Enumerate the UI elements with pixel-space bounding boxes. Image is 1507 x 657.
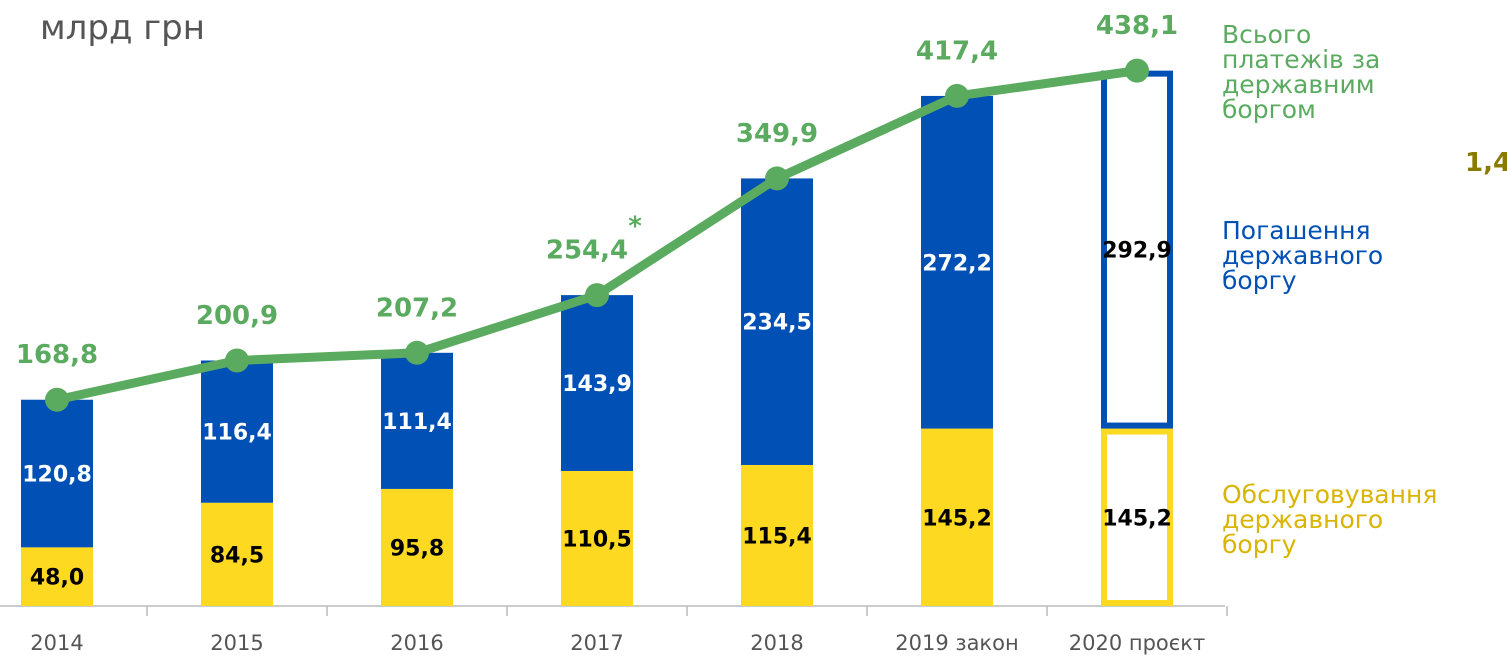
- bar-segment: [21, 399, 93, 548]
- bar-label: 143,9: [562, 372, 632, 397]
- bar-segment: [561, 295, 633, 471]
- bar-segment: [1101, 428, 1173, 607]
- total-label: 207,2: [376, 293, 458, 323]
- bar-segment: [921, 95, 993, 429]
- bar-label: 84,5: [210, 543, 264, 568]
- total-label: 200,9: [196, 301, 278, 331]
- x-tick-label: 2019 закон: [895, 631, 1018, 655]
- bar-segment: [561, 470, 633, 606]
- bar-segment: [21, 547, 93, 606]
- total-label: 349,9: [736, 119, 818, 149]
- bar-segment: [741, 464, 813, 606]
- bar-label: 145,2: [1102, 506, 1172, 531]
- legend-item: Всього платежів за державним боргом: [1222, 20, 1381, 124]
- x-tick-label: 2017: [570, 631, 623, 655]
- bar-segment: [381, 488, 453, 606]
- x-tick-label: 2018: [750, 631, 803, 655]
- bar-segment: [201, 360, 273, 503]
- bar-segment: [201, 502, 273, 606]
- total-marker: [405, 340, 429, 365]
- bar-label: 145,2: [922, 506, 992, 531]
- total-label: 254,4: [546, 236, 628, 266]
- bar-label: 234,5: [742, 311, 812, 336]
- bar-segment: [921, 428, 993, 606]
- annotation: *: [628, 212, 642, 242]
- total-marker: [945, 83, 969, 108]
- x-tick-label: 2015: [210, 631, 263, 655]
- bar-label: 110,5: [562, 527, 632, 552]
- annotation: 1,4: [1465, 148, 1507, 178]
- bar-label: 115,4: [742, 524, 812, 549]
- bar-label: 116,4: [202, 421, 272, 446]
- bar-segment: [741, 178, 813, 465]
- unit-label: млрд грн: [40, 8, 205, 48]
- legend-item: Погашення державного боргу: [1222, 216, 1384, 295]
- bar-label: 48,0: [30, 566, 84, 591]
- total-marker: [225, 348, 249, 373]
- total-marker: [585, 283, 609, 308]
- bar-label: 95,8: [390, 536, 444, 561]
- total-marker: [45, 387, 69, 412]
- bar-label: 120,8: [22, 463, 92, 488]
- total-label: 168,8: [16, 340, 98, 370]
- x-tick-label: 2020 проєкт: [1069, 631, 1205, 655]
- bar-segment: [381, 352, 453, 489]
- bar-label: 272,2: [922, 251, 992, 276]
- x-tick-label: 2014: [30, 631, 83, 655]
- bar-label: 292,9: [1102, 239, 1172, 264]
- total-marker: [1125, 58, 1149, 83]
- total-label: 438,1: [1096, 11, 1178, 41]
- legend-item: Обслуговування державного боргу: [1222, 480, 1438, 559]
- total-label: 417,4: [916, 36, 998, 66]
- x-tick-label: 2016: [390, 631, 443, 655]
- total-marker: [765, 166, 789, 191]
- bar-label: 111,4: [382, 410, 452, 435]
